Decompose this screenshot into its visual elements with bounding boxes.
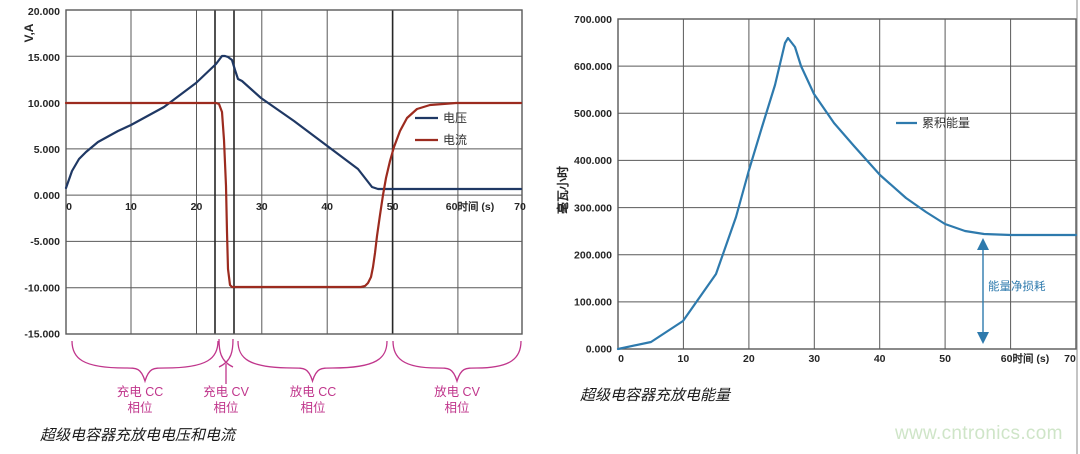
svg-text:70: 70 (514, 201, 526, 213)
svg-text:200.000: 200.000 (574, 250, 612, 262)
svg-text:20: 20 (743, 353, 755, 365)
svg-text:700.000: 700.000 (574, 14, 612, 26)
svg-text:-5.000: -5.000 (30, 236, 60, 248)
svg-text:40: 40 (874, 353, 886, 365)
svg-text:30: 30 (256, 201, 268, 213)
svg-text:10.000: 10.000 (28, 98, 60, 110)
svg-text:500.000: 500.000 (574, 108, 612, 120)
svg-text:60时间 (s): 60时间 (s) (446, 200, 494, 213)
svg-text:-10.000: -10.000 (24, 283, 60, 295)
svg-text:毫瓦小时: 毫瓦小时 (555, 166, 570, 214)
svg-text:20.000: 20.000 (28, 6, 60, 18)
svg-text:0.000: 0.000 (34, 190, 60, 202)
svg-text:10: 10 (125, 201, 137, 213)
svg-text:相位: 相位 (300, 400, 325, 415)
svg-text:100.000: 100.000 (574, 297, 612, 309)
svg-text:超级电容器充放电电压和电流: 超级电容器充放电电压和电流 (40, 427, 237, 444)
svg-text:相位: 相位 (127, 400, 152, 415)
svg-text:300.000: 300.000 (574, 203, 612, 215)
svg-text:50: 50 (939, 353, 951, 365)
svg-text:0: 0 (618, 353, 624, 365)
svg-text:相位: 相位 (444, 400, 469, 415)
svg-text:-15.000: -15.000 (24, 329, 60, 341)
svg-text:电压: 电压 (443, 111, 467, 125)
svg-text:超级电容器充放电能量: 超级电容器充放电能量 (580, 387, 732, 404)
svg-text:能量净损耗: 能量净损耗 (988, 279, 1046, 293)
svg-text:0: 0 (66, 201, 72, 213)
svg-text:15.000: 15.000 (28, 52, 60, 64)
svg-text:30: 30 (808, 353, 820, 365)
svg-text:充电 CC: 充电 CC (117, 384, 164, 399)
svg-text:电流: 电流 (443, 133, 467, 147)
svg-text:600.000: 600.000 (574, 61, 612, 73)
svg-text:V,A: V,A (22, 23, 36, 42)
svg-text:70: 70 (1064, 353, 1076, 365)
svg-text:放电 CV: 放电 CV (434, 384, 481, 399)
svg-text:充电 CV: 充电 CV (203, 384, 250, 399)
svg-text:60时间 (s): 60时间 (s) (1001, 352, 1049, 365)
svg-text:累积能量: 累积能量 (922, 116, 970, 130)
svg-text:0.000: 0.000 (586, 344, 612, 356)
svg-text:40: 40 (321, 201, 333, 213)
svg-text:20: 20 (191, 201, 203, 213)
svg-text:10: 10 (678, 353, 690, 365)
svg-text:400.000: 400.000 (574, 155, 612, 167)
svg-text:放电 CC: 放电 CC (290, 384, 337, 399)
svg-text:相位: 相位 (213, 400, 238, 415)
svg-text:5.000: 5.000 (34, 144, 60, 156)
svg-text:50: 50 (387, 201, 399, 213)
